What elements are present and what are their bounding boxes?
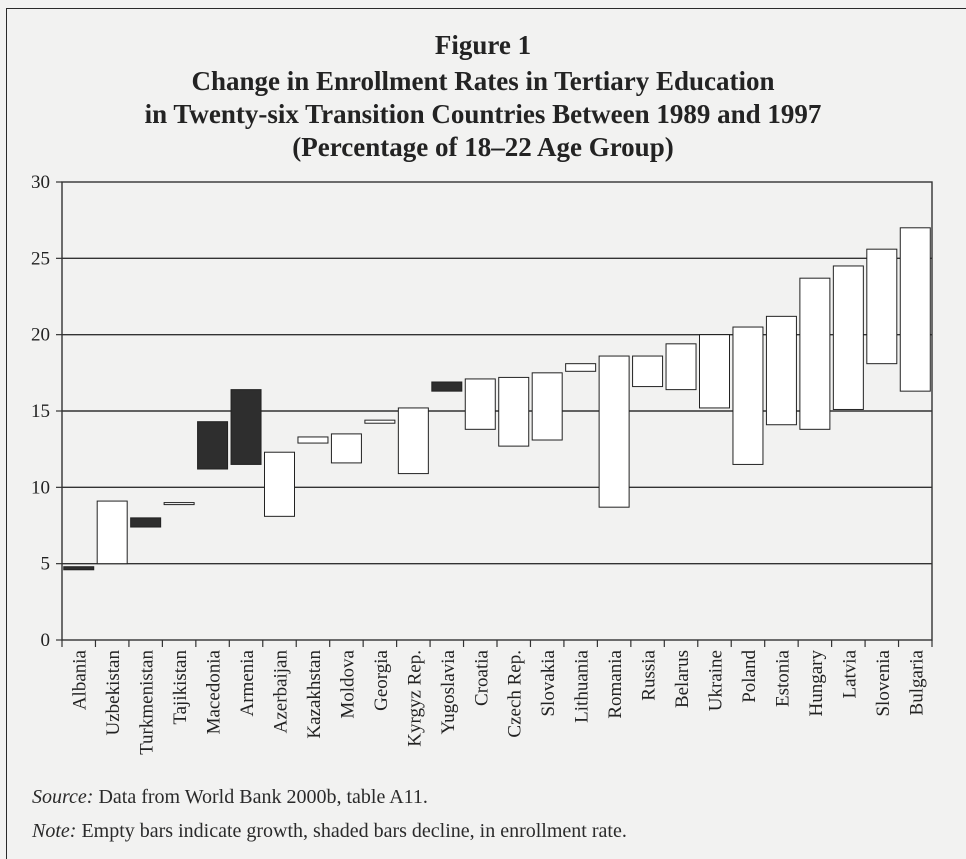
bars [63,227,931,571]
y-tick-label: 20 [31,325,50,346]
bar-poland [732,326,764,465]
x-tick-label: Belarus [672,650,693,708]
x-tick-label: Turkmenistan [137,650,158,755]
x-tick-label: Romania [605,649,626,718]
bar-albania [63,566,95,571]
x-tick-label: Russia [639,649,660,700]
tick-labels: 0 5 10 15 20 25 30 Albania Uzbekistan Turkmenista… [31,172,927,755]
x-tick-label: Slovakia [538,649,559,716]
x-tick-label: Macedonia [204,649,225,734]
x-tick-label: Bulgaria [906,649,927,715]
y-tick-label: 0 [41,630,51,651]
bar-hungary [799,277,831,430]
x-tick-label: Czech Rep. [505,650,526,738]
bar-bulgaria [899,227,931,392]
y-tick-label: 10 [31,477,50,498]
bar-kazakhstan [297,436,329,444]
x-tick-label: Poland [739,650,760,703]
y-tick-label: 25 [31,248,50,269]
note-lead: Note: [32,820,77,842]
figure-title-line-1: Change in Enrollment Rates in Tertiary E… [191,66,775,96]
x-tick-label: Albania [70,649,91,710]
bar-turkmenistan [130,517,162,528]
x-tick-label: Kazakhstan [304,650,325,739]
bar-ukraine [699,334,730,409]
figure-number: Figure 1 [434,30,532,60]
bar-armenia [230,389,262,465]
figure-title-line-2: in Twenty-six Transition Countries Betwe… [144,99,822,129]
x-tick-label: Estonia [772,649,793,707]
note-text: Empty bars indicate growth, shaded bars … [76,820,627,842]
axes [56,181,933,647]
bar-georgia [364,419,396,424]
x-tick-label: Tajikistan [170,650,191,725]
x-tick-label: Georgia [371,649,392,710]
bar-slovakia [531,372,563,441]
bar-romania [598,355,630,508]
bar-estonia [765,315,797,426]
bar-lithuania [565,363,597,372]
x-tick-label: Lithuania [572,649,593,722]
bar-slovenia [866,248,898,365]
note: Note: Empty bars indicate growth, shaded… [32,820,627,843]
source-text: Data from World Bank 2000b, table A11. [93,786,428,808]
bar-yugoslavia [431,381,463,392]
bar-kyrgyz-rep [397,407,429,475]
source-lead: Source: [32,786,94,808]
x-tick-label: Latvia [839,649,860,698]
x-tick-label: Kyrgyz Rep. [404,650,425,747]
bar-russia [632,355,664,388]
figure-frame [6,8,966,859]
x-tick-label: Croatia [471,649,492,705]
x-tick-label: Moldova [337,649,358,718]
x-tick-label: Azerbaijan [271,650,292,734]
x-tick-label: Armenia [237,649,258,716]
source-note: Source: Data from World Bank 2000b, tabl… [32,786,428,809]
bar-czech-rep [498,376,530,447]
x-tick-label: Ukraine [706,650,727,711]
y-tick-label: 30 [31,172,50,193]
figure-title-line-3: (Percentage of 18–22 Age Group) [292,132,674,162]
bar-azerbaijan [264,451,295,517]
x-tick-label: Yugoslavia [438,649,459,734]
bar-uzbekistan [96,500,128,565]
bar-croatia [464,378,496,430]
x-tick-label: Uzbekistan [103,650,124,736]
bar-belarus [665,343,697,391]
bar-macedonia [197,421,229,470]
bar-latvia [832,265,864,410]
x-tick-label: Hungary [806,650,827,717]
bar-tajikistan [163,502,195,506]
y-tick-label: 15 [31,401,50,422]
y-tick-label: 5 [41,554,51,575]
bar-moldova [330,433,362,464]
x-tick-label: Slovenia [873,649,894,716]
